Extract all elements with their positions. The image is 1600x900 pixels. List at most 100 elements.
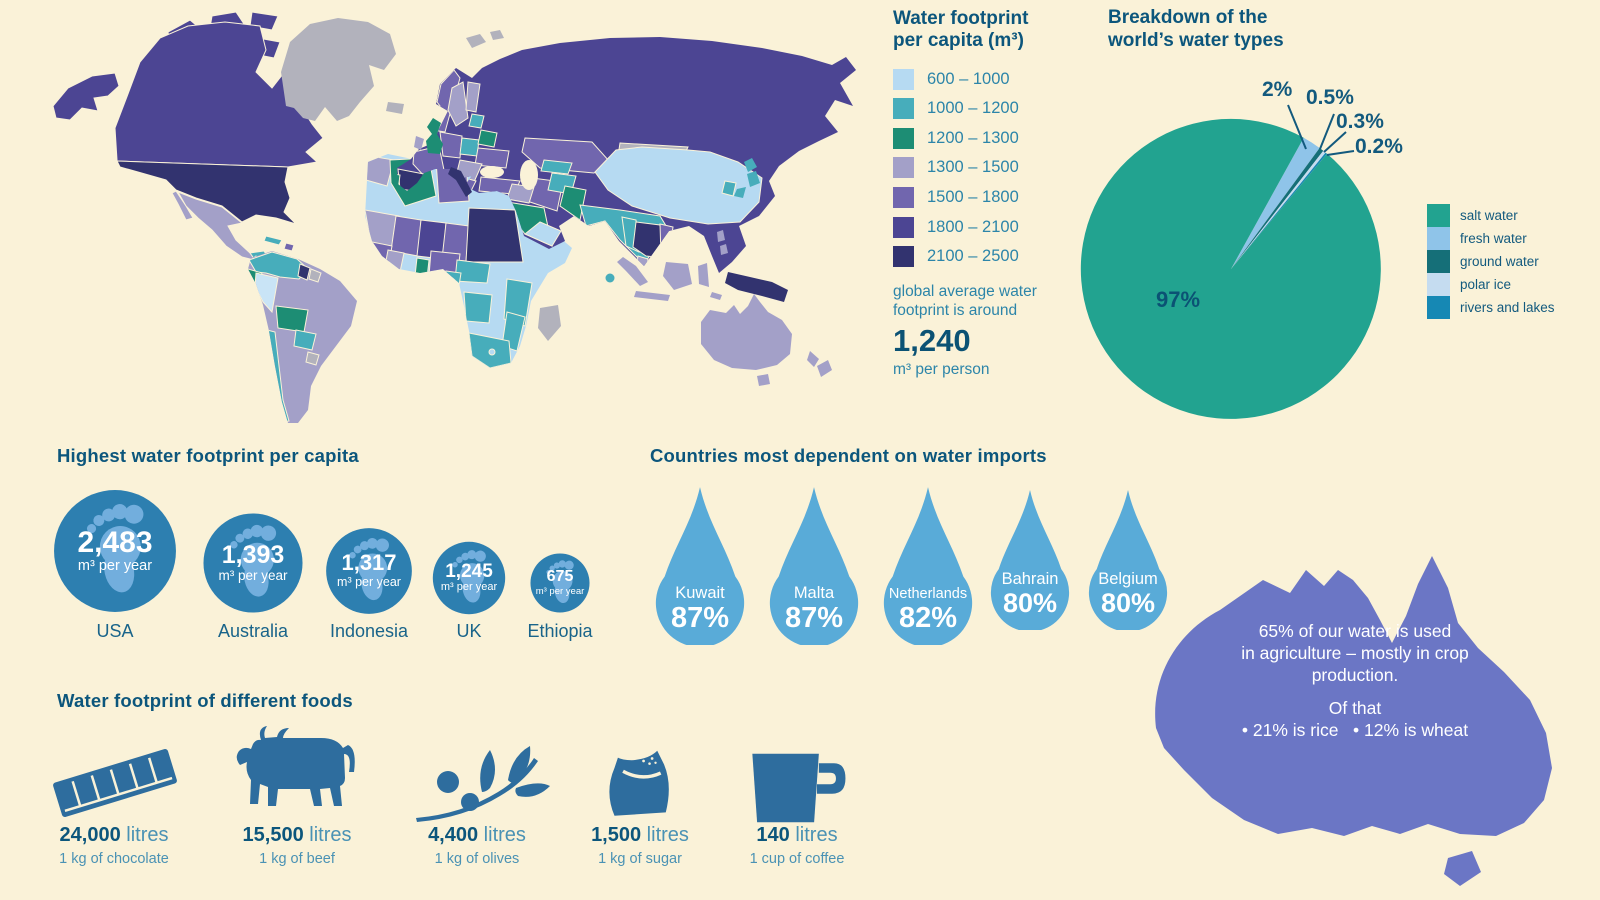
drop-pct-bahrain: 80% (1002, 588, 1058, 618)
drop-malta (769, 487, 859, 645)
region-paraguay (293, 329, 317, 351)
legend-row: 1800 – 2100 (893, 216, 1063, 238)
coffee-caption: 1 cup of coffee (749, 851, 845, 867)
olives-caption: 1 kg of olives (434, 851, 520, 867)
region-vietnam (659, 223, 674, 263)
black-sea (480, 166, 504, 178)
pie-label-rivers-lakes: 0.2% (1355, 135, 1403, 158)
caspian-sea (520, 160, 538, 190)
region-ukraine (474, 147, 510, 169)
region-greenland (281, 18, 396, 121)
water-drop-icon (883, 487, 973, 645)
water-types-pie-chart (1080, 104, 1381, 419)
drop-country-bahrain: Bahrain (1001, 570, 1059, 588)
legend-swatch (893, 68, 914, 90)
region-ghana (414, 257, 430, 279)
region-gabon-congo (443, 270, 462, 293)
legend-swatch (893, 127, 914, 149)
pie-legend-swatch (1427, 250, 1450, 273)
region-sweden (447, 81, 469, 127)
water-drop-icon (769, 487, 859, 645)
region-germany (439, 131, 463, 159)
pie-label-salt-water: 97% (1156, 287, 1201, 312)
sugar-caption: 1 kg of sugar (598, 851, 682, 867)
region-iceland (386, 102, 404, 114)
drop-kuwait (655, 487, 745, 645)
footprint-circle-uk (432, 541, 506, 615)
region-svalbard (466, 30, 504, 48)
drop-pct-kuwait: 87% (670, 602, 730, 634)
footprint-value-australia: 1,393 m³ per year (218, 540, 288, 583)
region-italy (448, 167, 472, 197)
region-suriname (308, 268, 322, 283)
pie-legend: salt water fresh water ground water pola… (1427, 204, 1597, 319)
olives-value: 4,400 litres (428, 824, 526, 846)
drop-pct-belgium: 80% (1100, 588, 1156, 618)
pie-slices (1080, 118, 1381, 419)
water-drop-icon (990, 489, 1070, 630)
drop-pct-malta: 87% (784, 602, 844, 634)
pie-legend-swatch (1427, 273, 1450, 296)
pie-slice-ground-water (1231, 148, 1324, 269)
footprint-circle-australia (203, 513, 303, 613)
global-average-note: global average water footprint is around (893, 283, 1037, 320)
pie-slice-fresh-water (1231, 137, 1320, 269)
pie-slice-salt-water (1080, 118, 1381, 419)
callout-line-polar-ice (1323, 131, 1347, 153)
pie-label-fresh-water: 2% (1262, 78, 1293, 101)
region-hispaniola (283, 242, 295, 252)
global-average-unit: m³ per person (893, 361, 990, 379)
region-sri-lanka (605, 273, 615, 283)
region-australia (701, 294, 792, 370)
region-uk (426, 118, 443, 154)
footprint-label-usa: USA (96, 621, 134, 641)
callout-line-fresh-water (1287, 104, 1307, 150)
region-new-zealand (807, 351, 832, 377)
pie-legend-swatch (1427, 296, 1450, 319)
legend-swatch (893, 216, 914, 238)
legend-swatch (893, 246, 914, 268)
water-drop-icon (1088, 489, 1168, 630)
pie-chart-title: Breakdown of the world’s water types (1108, 7, 1284, 51)
callout-line-ground-water (1319, 113, 1335, 150)
region-eurasia (397, 37, 856, 273)
map-legend: Water footprint per capita (m³) 600 – 10… (893, 8, 1063, 379)
legend-swatch (893, 98, 914, 120)
legend-row: 600 – 1000 (893, 68, 1063, 90)
region-cuba (263, 235, 283, 246)
pie-label-ground-water: 0.5% (1306, 86, 1354, 109)
footprint-value-uk: 1,245 m³ per year (440, 560, 498, 594)
legend-row: 2100 – 2500 (893, 246, 1063, 268)
region-korea (721, 180, 737, 197)
legend-row: 1500 – 1800 (893, 186, 1063, 208)
footprint-circle-ethiopia (530, 553, 590, 613)
region-belarus (477, 129, 498, 148)
region-poland (459, 137, 480, 157)
sugar-sack-icon (609, 742, 669, 816)
region-japan (734, 158, 760, 198)
drop-pct-netherlands: 82% (898, 602, 958, 634)
region-indonesia (617, 257, 722, 301)
region-north-america (52, 11, 324, 268)
footprint-label-ethiopia: Ethiopia (527, 621, 593, 641)
chocolate-value: 24,000 litres (59, 824, 169, 846)
tasmania-silhouette (1444, 851, 1481, 886)
footprints-heading: Highest water footprint per capita (57, 445, 359, 466)
world-map-choropleth (52, 11, 856, 423)
region-madagascar (538, 305, 561, 341)
pie-legend-swatch (1427, 204, 1450, 227)
region-angola (463, 291, 493, 324)
chocolate-bar-icon (53, 748, 177, 818)
region-pakistan (559, 185, 587, 221)
region-alaska (52, 72, 120, 121)
drop-belgium (1088, 489, 1168, 630)
pie-label-polar-ice: 0.3% (1336, 110, 1384, 133)
region-mali (390, 215, 422, 257)
legend-row: 1300 – 1500 (893, 157, 1063, 179)
pie-callout-lines (1287, 104, 1355, 156)
map-legend-title: Water footprint per capita (m³) (893, 8, 1029, 51)
australia-shape (1155, 556, 1552, 886)
drop-country-malta: Malta (793, 584, 835, 602)
region-philippines (717, 230, 728, 255)
legend-swatch (893, 157, 914, 179)
